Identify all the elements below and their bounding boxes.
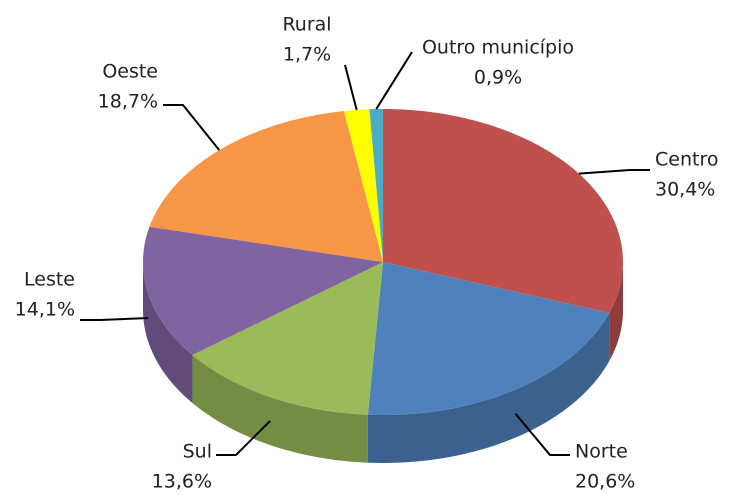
leader-line (514, 412, 570, 456)
category-label: Norte (575, 441, 628, 463)
value-label: 1,7% (283, 44, 331, 66)
leader-line (375, 51, 413, 110)
category-label: Rural (282, 14, 331, 36)
pie-slice (367, 262, 610, 415)
pie-slice (149, 111, 383, 262)
leader-line (578, 169, 650, 175)
leader-line (80, 316, 149, 321)
pie-slice (369, 109, 383, 262)
category-label: Outro município (422, 37, 574, 59)
value-label: 18,7% (98, 91, 158, 113)
pie-tops (143, 109, 623, 415)
labels: Centro 30,4% Norte 20,6% Sul 13,6% Leste 14,1% O… (15, 14, 719, 493)
value-label: 13,6% (152, 471, 212, 493)
category-label: Centro (655, 149, 718, 171)
category-label: Leste (24, 269, 75, 291)
pie-side (143, 262, 193, 404)
pie-slice (192, 262, 383, 415)
value-label: 14,1% (15, 299, 75, 321)
category-label: Oeste (102, 61, 158, 83)
pie-sides (143, 262, 623, 463)
pie-slice (383, 109, 623, 313)
value-label: 30,4% (655, 179, 715, 201)
value-label: 20,6% (575, 471, 635, 493)
category-label: Sul (183, 441, 212, 463)
pie-side (367, 312, 610, 463)
pie-side (609, 262, 623, 361)
pie-slice (143, 226, 383, 356)
leader-line (163, 104, 221, 151)
value-label: 0,9% (474, 67, 522, 89)
leader-line (216, 420, 271, 456)
pie-slice (343, 109, 383, 262)
pie-side (192, 355, 368, 463)
leader-line (344, 64, 358, 111)
